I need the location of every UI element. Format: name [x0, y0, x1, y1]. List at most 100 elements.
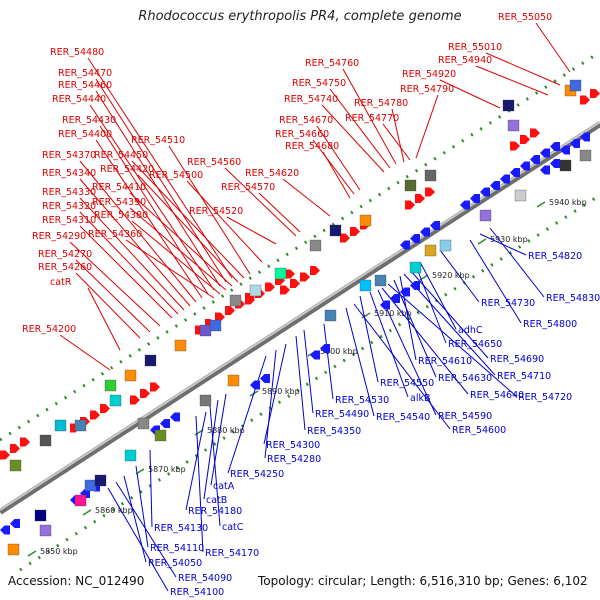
- gene-label-forward[interactable]: RER_54200: [22, 324, 76, 335]
- gene-label-forward[interactable]: RER_54410: [92, 182, 146, 193]
- gene-block[interactable]: [359, 279, 372, 292]
- reverse-gene-arrow[interactable]: [540, 148, 550, 158]
- gene-block[interactable]: [439, 239, 452, 252]
- gene-block[interactable]: [579, 149, 592, 162]
- gene-block[interactable]: [559, 159, 572, 172]
- gene-block[interactable]: [174, 339, 187, 352]
- gene-label-reverse[interactable]: RER_54540: [376, 412, 430, 423]
- gene-block[interactable]: [404, 179, 417, 192]
- gene-label-reverse[interactable]: RER_54530: [335, 395, 389, 406]
- gene-block[interactable]: [374, 274, 387, 287]
- forward-gene-arrow[interactable]: [290, 279, 300, 288]
- gene-label-forward[interactable]: RER_54570: [221, 182, 275, 193]
- gene-label-reverse[interactable]: RER_54300: [266, 440, 320, 451]
- gene-label-reverse[interactable]: RER_54490: [315, 409, 369, 420]
- gene-block[interactable]: [154, 429, 167, 442]
- forward-gene-arrow[interactable]: [130, 395, 140, 405]
- reverse-gene-arrow[interactable]: [480, 187, 490, 197]
- gene-label-forward[interactable]: RER_54360: [88, 229, 142, 240]
- gene-label-forward[interactable]: RER_54480: [50, 47, 104, 58]
- gene-block[interactable]: [124, 449, 137, 462]
- reverse-gene-arrow[interactable]: [320, 344, 330, 353]
- gene-block[interactable]: [569, 79, 582, 92]
- gene-label-reverse[interactable]: RER_54180: [188, 506, 242, 517]
- gene-label-forward[interactable]: RER_54310: [42, 215, 96, 226]
- gene-block[interactable]: [74, 419, 87, 432]
- reverse-gene-arrow[interactable]: [260, 374, 270, 383]
- gene-label-forward[interactable]: RER_54420: [100, 164, 154, 175]
- gene-block[interactable]: [144, 354, 157, 367]
- reverse-gene-arrow[interactable]: [520, 161, 530, 171]
- gene-label-reverse[interactable]: RER_54550: [380, 378, 434, 389]
- gene-label-reverse[interactable]: RER_54830: [546, 293, 600, 304]
- gene-label-forward[interactable]: RER_54320: [42, 201, 96, 212]
- gene-label-forward[interactable]: RER_54260: [38, 262, 92, 273]
- gene-block[interactable]: [209, 319, 222, 332]
- gene-label-forward[interactable]: RER_54750: [292, 78, 346, 89]
- gene-label-reverse[interactable]: adhC: [458, 325, 483, 336]
- gene-label-reverse[interactable]: RER_54130: [154, 523, 208, 534]
- gene-label-forward[interactable]: RER_54520: [189, 206, 243, 217]
- gene-label-forward[interactable]: RER_54760: [305, 58, 359, 69]
- reverse-gene-arrow[interactable]: [540, 165, 550, 175]
- gene-label-forward[interactable]: RER_54330: [42, 187, 96, 198]
- gene-label-forward[interactable]: RER_54920: [402, 69, 456, 80]
- gene-label-reverse[interactable]: RER_54280: [267, 454, 321, 465]
- gene-block[interactable]: [324, 309, 337, 322]
- reverse-gene-arrow[interactable]: [490, 181, 500, 190]
- gene-label-reverse[interactable]: catA: [213, 481, 235, 492]
- reverse-gene-arrow[interactable]: [410, 281, 420, 290]
- forward-gene-arrow[interactable]: [590, 89, 600, 98]
- gene-block[interactable]: [54, 419, 67, 432]
- gene-label-forward[interactable]: RER_55050: [498, 12, 552, 23]
- forward-gene-arrow[interactable]: [90, 410, 100, 420]
- forward-gene-arrow[interactable]: [10, 444, 20, 453]
- forward-gene-arrow[interactable]: [20, 437, 30, 447]
- reverse-gene-arrow[interactable]: [250, 380, 260, 390]
- gene-block[interactable]: [424, 244, 437, 257]
- forward-gene-arrow[interactable]: [100, 404, 110, 413]
- gene-block[interactable]: [479, 209, 492, 222]
- gene-block[interactable]: [227, 374, 240, 387]
- reverse-gene-arrow[interactable]: [380, 300, 390, 310]
- gene-block[interactable]: [502, 99, 515, 112]
- gene-label-forward[interactable]: RER_54440: [52, 94, 106, 105]
- reverse-gene-arrow[interactable]: [580, 132, 590, 142]
- gene-label-forward[interactable]: RER_54460: [58, 80, 112, 91]
- gene-label-reverse[interactable]: catC: [222, 522, 244, 533]
- gene-block[interactable]: [507, 119, 520, 132]
- gene-block[interactable]: [309, 239, 322, 252]
- gene-label-forward[interactable]: RER_54400: [58, 129, 112, 140]
- reverse-gene-arrow[interactable]: [570, 139, 580, 148]
- reverse-gene-arrow[interactable]: [420, 227, 430, 237]
- gene-label-reverse[interactable]: RER_54600: [452, 425, 506, 436]
- gene-label-reverse[interactable]: RER_54050: [148, 558, 202, 569]
- forward-gene-arrow[interactable]: [405, 200, 415, 210]
- gene-label-reverse[interactable]: RER_54820: [528, 251, 582, 262]
- gene-block[interactable]: [514, 189, 527, 202]
- gene-label-forward[interactable]: RER_54510: [131, 135, 185, 146]
- forward-gene-arrow[interactable]: [310, 266, 320, 275]
- forward-gene-arrow[interactable]: [510, 141, 520, 151]
- forward-gene-arrow[interactable]: [215, 312, 225, 322]
- forward-gene-arrow[interactable]: [140, 389, 150, 398]
- forward-gene-arrow[interactable]: [425, 187, 435, 197]
- reverse-gene-arrow[interactable]: [460, 200, 470, 210]
- reverse-gene-arrow[interactable]: [510, 168, 520, 177]
- reverse-gene-arrow[interactable]: [530, 155, 540, 164]
- forward-gene-arrow[interactable]: [280, 285, 290, 295]
- gene-block[interactable]: [329, 224, 342, 237]
- gene-label-reverse[interactable]: RER_54690: [490, 354, 544, 365]
- reverse-gene-arrow[interactable]: [550, 142, 560, 151]
- gene-block[interactable]: [94, 474, 107, 487]
- forward-gene-arrow[interactable]: [150, 382, 160, 392]
- gene-block[interactable]: [249, 284, 262, 297]
- gene-label-forward[interactable]: RER_54620: [245, 168, 299, 179]
- gene-label-forward[interactable]: RER_54790: [400, 84, 454, 95]
- reverse-gene-arrow[interactable]: [560, 145, 570, 155]
- gene-block[interactable]: [199, 324, 212, 337]
- gene-label-reverse[interactable]: RER_54090: [178, 573, 232, 584]
- forward-gene-arrow[interactable]: [530, 128, 540, 138]
- gene-block[interactable]: [199, 394, 212, 407]
- gene-label-forward[interactable]: RER_54470: [58, 68, 112, 79]
